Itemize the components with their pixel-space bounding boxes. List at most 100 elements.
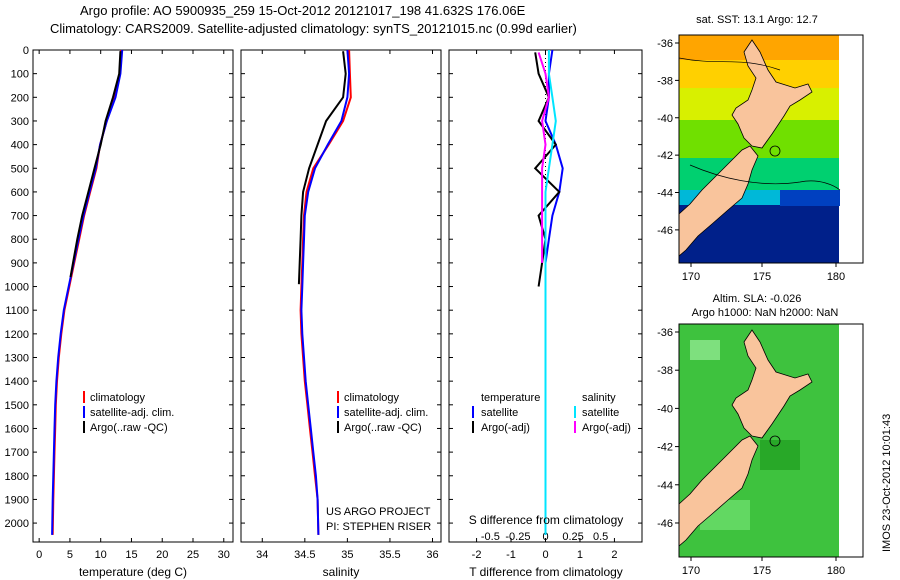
salinity-legend: climatology satellite-adj. clim. Argo(..…: [337, 391, 428, 434]
legend-climatology: climatology: [344, 392, 400, 404]
s-diff-tick-label: -0.25: [505, 531, 530, 543]
south-island-shape: [679, 145, 759, 257]
depth-tick-label: 600: [11, 187, 29, 199]
x-tick-label: 20: [156, 549, 168, 561]
x-tick-label: 15: [125, 549, 137, 561]
depth-tick-label: 200: [11, 92, 29, 104]
s-diff-tick-label: 0: [542, 531, 548, 543]
temperature-axis-label: temperature (deg C): [79, 565, 187, 579]
legend-temperature-header: temperature: [481, 392, 540, 404]
x-tick-label: 35.5: [379, 549, 400, 561]
x-tick-label: 0: [542, 549, 548, 561]
depth-tick-label: 900: [11, 258, 29, 270]
legend-t-argo: Argo(-adj): [481, 422, 530, 434]
map-lat-label: -38: [657, 365, 673, 377]
map-lat-label: -40: [657, 403, 673, 415]
depth-tick-label: 1500: [5, 400, 29, 412]
legend-t-satellite: satellite: [481, 407, 518, 419]
legend-satellite-adj: satellite-adj. clim.: [90, 407, 174, 419]
sla-map-subtitle: Argo h1000: NaN h2000: NaN: [692, 307, 839, 319]
x-tick-label: 34.5: [294, 549, 315, 561]
argo-location-marker: [769, 145, 781, 157]
map-lat-label: -42: [657, 150, 673, 162]
north-island-shape: [731, 39, 813, 149]
map-lat-label: -42: [657, 442, 673, 454]
depth-tick-label: 1900: [5, 494, 29, 506]
salinity-panel-frame: [240, 49, 442, 543]
x-tick-label: 5: [67, 549, 73, 561]
depth-tick-label: 1300: [5, 353, 29, 365]
depth-tick-label: 700: [11, 211, 29, 223]
map-lon-label: 180: [827, 271, 845, 283]
series-line-argo-raw-qc-: [297, 51, 347, 285]
depth-tick-label: 1000: [5, 282, 29, 294]
x-tick-label: 35: [341, 549, 353, 561]
map-lat-label: -46: [657, 225, 673, 237]
figure-title-line2: Climatology: CARS2009. Satellite-adjuste…: [50, 21, 577, 36]
depth-tick-label: 800: [11, 234, 29, 246]
legend-argo: Argo(..raw -QC): [344, 422, 422, 434]
legend-s-argo: Argo(-adj): [582, 422, 631, 434]
figure-title-line1: Argo profile: AO 5900935_259 15-Oct-2012…: [80, 3, 526, 18]
series-line-argo-adj-: [537, 52, 550, 263]
temperature-panel-frame: [32, 49, 234, 543]
depth-tick-label: 1400: [5, 376, 29, 388]
depth-tick-label: 400: [11, 140, 29, 152]
south-island-shape-2: [679, 435, 759, 547]
map-lon-label: 170: [682, 565, 700, 577]
argo-location-marker-2: [769, 435, 781, 447]
map-lon-label: 170: [682, 271, 700, 283]
t-difference-axis-label: T difference from climatology: [469, 565, 623, 579]
map-lat-label: -44: [657, 188, 673, 200]
x-tick-label: 25: [187, 549, 199, 561]
x-tick-label: 34: [256, 549, 268, 561]
series-line-satellite-adj-clim-: [300, 49, 351, 535]
map-lat-label: -36: [657, 327, 673, 339]
sla-map: [678, 323, 864, 558]
series-line-argo-adj-: [533, 52, 561, 287]
series-line-satellite-adj-clim-: [51, 49, 124, 535]
s-diff-tick-label: 0.5: [593, 531, 608, 543]
depth-tick-label: 0: [23, 45, 29, 57]
imos-timestamp: IMOS 23-Oct-2012 10:01:43: [881, 413, 893, 552]
project-annotation: US ARGO PROJECT: [326, 506, 431, 518]
depth-tick-label: 1200: [5, 329, 29, 341]
sla-map-title: Altim. SLA: -0.026: [713, 293, 802, 305]
salinity-axis-label: salinity: [323, 565, 360, 579]
map-lon-label: 175: [753, 271, 771, 283]
legend-satellite-adj: satellite-adj. clim.: [344, 407, 428, 419]
s-difference-axis-label: S difference from climatology: [469, 513, 624, 527]
s-diff-tick-label: -0.5: [481, 531, 500, 543]
panel-0-marks: 0100200300400500600700800900100011001200…: [5, 45, 233, 561]
map-lon-label: 175: [753, 565, 771, 577]
map-lat-label: -38: [657, 75, 673, 87]
legend-argo: Argo(..raw -QC): [90, 422, 168, 434]
depth-tick-label: 100: [11, 69, 29, 81]
x-tick-label: 0: [36, 549, 42, 561]
panel-1-marks: 34 34.5 35 35.5 36: [241, 49, 441, 561]
map-lat-label: -36: [657, 38, 673, 50]
x-tick-label: 30: [218, 549, 230, 561]
x-tick-label: -2: [472, 549, 482, 561]
depth-tick-label: 1100: [5, 305, 29, 317]
temperature-legend: climatology satellite-adj. clim. Argo(..…: [83, 391, 174, 434]
map-lon-label: 180: [827, 565, 845, 577]
map-lat-label: -46: [657, 518, 673, 530]
depth-tick-label: 2000: [5, 518, 29, 530]
depth-tick-label: 300: [11, 116, 29, 128]
series-line-satellite: [544, 49, 564, 535]
depth-tick-label: 1800: [5, 471, 29, 483]
map-lat-label: -44: [657, 480, 673, 492]
legend-s-satellite: satellite: [582, 407, 619, 419]
difference-legend: temperature satellite Argo(-adj) salinit…: [472, 392, 631, 434]
depth-tick-label: 500: [11, 163, 29, 175]
legend-salinity-header: salinity: [582, 392, 616, 404]
sst-map-title: sat. SST: 13.1 Argo: 12.7: [696, 14, 818, 26]
x-tick-label: 10: [95, 549, 107, 561]
map-lat-label: -40: [657, 113, 673, 125]
series-line-argo-raw-qc-: [69, 51, 122, 278]
series-line-satellite: [544, 50, 557, 535]
s-diff-tick-label: 0.25: [562, 531, 583, 543]
x-tick-label: 36: [426, 549, 438, 561]
